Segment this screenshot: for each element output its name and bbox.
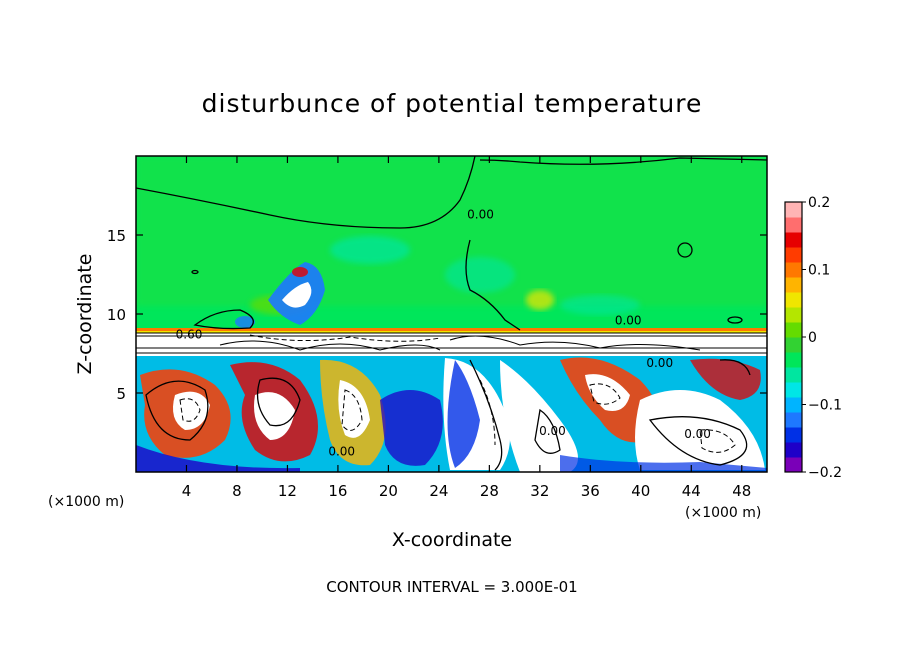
colorbar-swatch bbox=[785, 337, 802, 353]
colorbar-swatch bbox=[785, 262, 802, 278]
y-axis: 5 10 15 bbox=[107, 227, 767, 403]
colorbar-swatch bbox=[785, 397, 802, 413]
x-tick-label: 36 bbox=[581, 482, 600, 500]
colorbar-swatch bbox=[785, 427, 802, 443]
colorbar-swatch bbox=[785, 412, 802, 428]
x-tick-label: 16 bbox=[328, 482, 347, 500]
contour-interval: CONTOUR INTERVAL = 3.000E-01 bbox=[326, 578, 577, 596]
contour-labels: 0.60 0.00 0.00 0.00 0.00 0.00 0.00 bbox=[176, 207, 711, 458]
x-tick-label: 20 bbox=[379, 482, 398, 500]
contour-label: 0.00 bbox=[328, 444, 355, 458]
y-axis-label: Z-coordinate bbox=[74, 254, 96, 375]
x-tick-label: 44 bbox=[682, 482, 701, 500]
contour-label: 0.00 bbox=[684, 427, 711, 441]
heatmap-field bbox=[136, 156, 767, 472]
x-tick-label: 8 bbox=[232, 482, 242, 500]
colorbar-tick-label: −0.2 bbox=[808, 465, 842, 481]
x-tick-label: 24 bbox=[429, 482, 448, 500]
contour-label: 0.00 bbox=[539, 424, 566, 438]
colorbar-swatch bbox=[785, 232, 802, 248]
colorbar: 0.2 0.1 0 −0.1 −0.2 bbox=[784, 195, 842, 481]
colorbar-swatch bbox=[785, 382, 802, 398]
colorbar-swatch bbox=[785, 292, 802, 308]
colorbar-tick-label: 0 bbox=[808, 330, 817, 346]
x-unit-left: (×1000 m) bbox=[48, 494, 124, 510]
x-tick-label: 48 bbox=[732, 482, 751, 500]
x-tick-label: 40 bbox=[631, 482, 650, 500]
contour-label: 0.60 bbox=[176, 328, 203, 342]
contour-label: 0.00 bbox=[467, 207, 494, 221]
contour-lines bbox=[136, 156, 767, 471]
colorbar-tick-label: 0.2 bbox=[808, 195, 830, 211]
x-tick-label: 32 bbox=[530, 482, 549, 500]
x-unit-right: (×1000 m) bbox=[685, 505, 761, 521]
y-tick-label: 15 bbox=[107, 227, 126, 245]
colorbar-swatch bbox=[785, 457, 802, 473]
x-tick-label: 12 bbox=[278, 482, 297, 500]
plot-area: 0.60 0.00 0.00 0.00 0.00 0.00 0.00 bbox=[136, 156, 767, 472]
y-tick-label: 5 bbox=[116, 385, 126, 403]
x-axis-label: X-coordinate bbox=[392, 529, 512, 551]
contour-label: 0.00 bbox=[646, 356, 673, 370]
chart-title: disturbunce of potential temperature bbox=[202, 89, 703, 118]
colorbar-swatch bbox=[785, 442, 802, 458]
x-tick-label: 4 bbox=[182, 482, 192, 500]
colorbar-swatch bbox=[785, 367, 802, 383]
contour-lines-dashed bbox=[179, 334, 736, 453]
inversion-band-lines bbox=[136, 332, 767, 354]
colorbar-swatch bbox=[785, 247, 802, 263]
contour-label: 0.00 bbox=[615, 313, 642, 327]
colorbar-swatch bbox=[785, 277, 802, 293]
y-tick-label: 10 bbox=[107, 306, 126, 324]
colorbar-swatch bbox=[785, 322, 802, 338]
x-tick-label: 28 bbox=[480, 482, 499, 500]
colorbar-tick-label: −0.1 bbox=[808, 398, 842, 414]
colorbar-swatch bbox=[785, 307, 802, 323]
colorbar-tick-label: 0.1 bbox=[808, 263, 830, 279]
colorbar-swatch bbox=[785, 202, 802, 218]
x-axis: 4 8 12 16 20 24 28 32 36 40 44 48 bbox=[182, 156, 751, 500]
colorbar-swatch bbox=[785, 217, 802, 233]
colorbar-swatch bbox=[785, 352, 802, 368]
